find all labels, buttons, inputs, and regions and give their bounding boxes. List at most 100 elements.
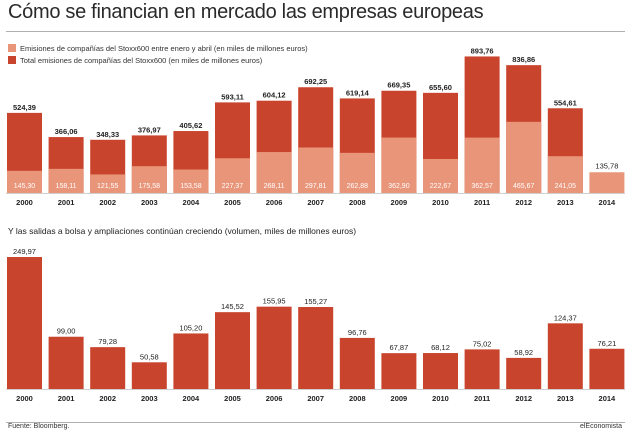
partial-label-2002: 121,55	[97, 183, 119, 190]
partial-label-2007: 297,81	[305, 183, 327, 190]
legend-label-light: Emisiones de compañías del Stoxx600 entr…	[20, 44, 308, 53]
partial-label-2003: 175,58	[139, 183, 161, 190]
volume-bar-2012	[506, 357, 542, 389]
x-tick-chart2-2001: 2001	[58, 394, 75, 403]
x-tick-chart1-2000: 2000	[16, 198, 33, 207]
title-divider	[6, 31, 625, 32]
volume-bar-2005	[215, 312, 250, 389]
x-tick-chart2-2000: 2000	[16, 394, 33, 403]
volume-bar-2001	[48, 336, 84, 389]
partial-label-2006: 268,11	[264, 183, 285, 190]
partial-label-2010: 222,67	[430, 183, 452, 190]
total-label-2005: 593,11	[221, 92, 244, 101]
total-label-2006: 604,12	[263, 91, 286, 100]
volume-label-2006: 155,95	[263, 297, 286, 306]
partial-label-2012: 465,67	[513, 183, 535, 190]
x-tick-chart2-2004: 2004	[183, 394, 201, 403]
partial-label-2001: 158,11	[56, 183, 77, 190]
x-tick-chart1-2013: 2013	[557, 198, 574, 207]
total-label-2004: 405,62	[179, 121, 202, 130]
volume-label-2008: 96,76	[348, 328, 367, 337]
x-tick-chart1-2010: 2010	[432, 198, 449, 207]
partial-bar-2004	[173, 169, 209, 193]
total-label-2000: 524,39	[13, 103, 36, 112]
partial-label-2004: 153,58	[180, 183, 202, 190]
partial-bar-2010	[423, 158, 458, 193]
brand-logo: elEconomista	[579, 423, 622, 430]
total-label-2002: 348,33	[96, 130, 119, 139]
x-tick-chart1-2005: 2005	[224, 198, 241, 207]
volume-label-2011: 75,02	[473, 339, 492, 348]
x-tick-chart1-2012: 2012	[515, 198, 532, 207]
partial-bar-2003	[131, 166, 167, 193]
volume-label-2000: 249,97	[13, 247, 36, 256]
total-label-2010: 655,60	[429, 83, 452, 92]
partial-label-2014: 135,78	[595, 161, 618, 170]
legend-item-dark: Total emisiones de compañías del Stoxx60…	[8, 56, 262, 65]
partial-bar-2000	[7, 170, 42, 193]
x-tick-chart1-2008: 2008	[349, 198, 366, 207]
x-tick-chart1-2001: 2001	[58, 198, 75, 207]
legend-item-light: Emisiones de compañías del Stoxx600 entr…	[8, 44, 308, 53]
partial-label-2005: 227,37	[222, 183, 244, 190]
x-tick-chart2-2002: 2002	[99, 394, 116, 403]
total-label-2001: 366,06	[55, 127, 78, 136]
volume-label-2012: 58,92	[514, 348, 533, 357]
volume-bar-2006	[256, 306, 292, 389]
total-label-2007: 692,25	[304, 77, 327, 86]
chart-title: Cómo se financian en mercado las empresa…	[8, 1, 484, 23]
volume-label-2014: 76,21	[598, 339, 617, 348]
x-tick-chart2-2008: 2008	[349, 394, 366, 403]
legend-label-dark: Total emisiones de compañías del Stoxx60…	[20, 56, 263, 65]
volume-label-2007: 155,27	[304, 297, 327, 306]
total-label-2003: 376,97	[138, 125, 161, 134]
partial-bar-2005	[215, 158, 250, 193]
x-tick-chart2-2014: 2014	[599, 394, 617, 403]
partial-bar-2008	[339, 152, 375, 193]
partial-label-2008: 262,88	[347, 183, 369, 190]
x-tick-chart2-2011: 2011	[474, 394, 490, 403]
volume-label-2001: 99,00	[57, 327, 76, 336]
volume-bar-2004	[173, 333, 209, 389]
footer-divider	[6, 422, 625, 423]
x-tick-chart1-2003: 2003	[141, 198, 158, 207]
volume-label-2004: 105,20	[179, 323, 202, 332]
partial-bar-2011	[464, 137, 500, 193]
partial-bar-2013	[547, 156, 583, 193]
total-label-2009: 669,35	[387, 81, 410, 90]
chart2-title: Y las salidas a bolsa y ampliaciones con…	[8, 226, 357, 236]
partial-label-2000: 145,30	[14, 183, 36, 190]
x-tick-chart2-2010: 2010	[432, 394, 449, 403]
volume-bar-2014	[589, 348, 625, 389]
volume-bar-2007	[298, 307, 334, 389]
total-label-2011: 893,76	[471, 46, 494, 55]
total-label-2008: 619,14	[346, 88, 370, 97]
x-tick-chart1-2009: 2009	[391, 198, 408, 207]
partial-bar-2014	[589, 172, 625, 193]
volume-bar-2002	[90, 347, 126, 389]
volume-label-2009: 67,87	[390, 343, 409, 352]
x-tick-chart2-2005: 2005	[224, 394, 241, 403]
volume-bar-2013	[547, 323, 583, 389]
legend-swatch-dark	[8, 56, 16, 64]
partial-bar-2012	[506, 121, 542, 193]
x-tick-chart2-2007: 2007	[307, 394, 324, 403]
partial-bar-2007	[298, 147, 334, 193]
volume-label-2013: 124,37	[554, 313, 577, 322]
legend-swatch-light	[8, 44, 16, 52]
volume-bar-2008	[339, 337, 375, 389]
volume-label-2002: 79,28	[98, 337, 117, 346]
total-label-2012: 836,86	[512, 55, 535, 64]
volume-bar-2010	[423, 353, 458, 389]
x-tick-chart2-2006: 2006	[266, 394, 283, 403]
x-tick-chart1-2004: 2004	[183, 198, 201, 207]
partial-bar-2002	[90, 174, 126, 193]
x-tick-chart1-2006: 2006	[266, 198, 283, 207]
x-tick-chart1-2002: 2002	[99, 198, 116, 207]
x-tick-chart1-2007: 2007	[307, 198, 324, 207]
volume-bar-2000	[7, 257, 42, 389]
source-note: Fuente: Bloomberg.	[8, 423, 70, 430]
x-tick-chart2-2012: 2012	[515, 394, 532, 403]
volume-label-2003: 50,58	[140, 352, 159, 361]
